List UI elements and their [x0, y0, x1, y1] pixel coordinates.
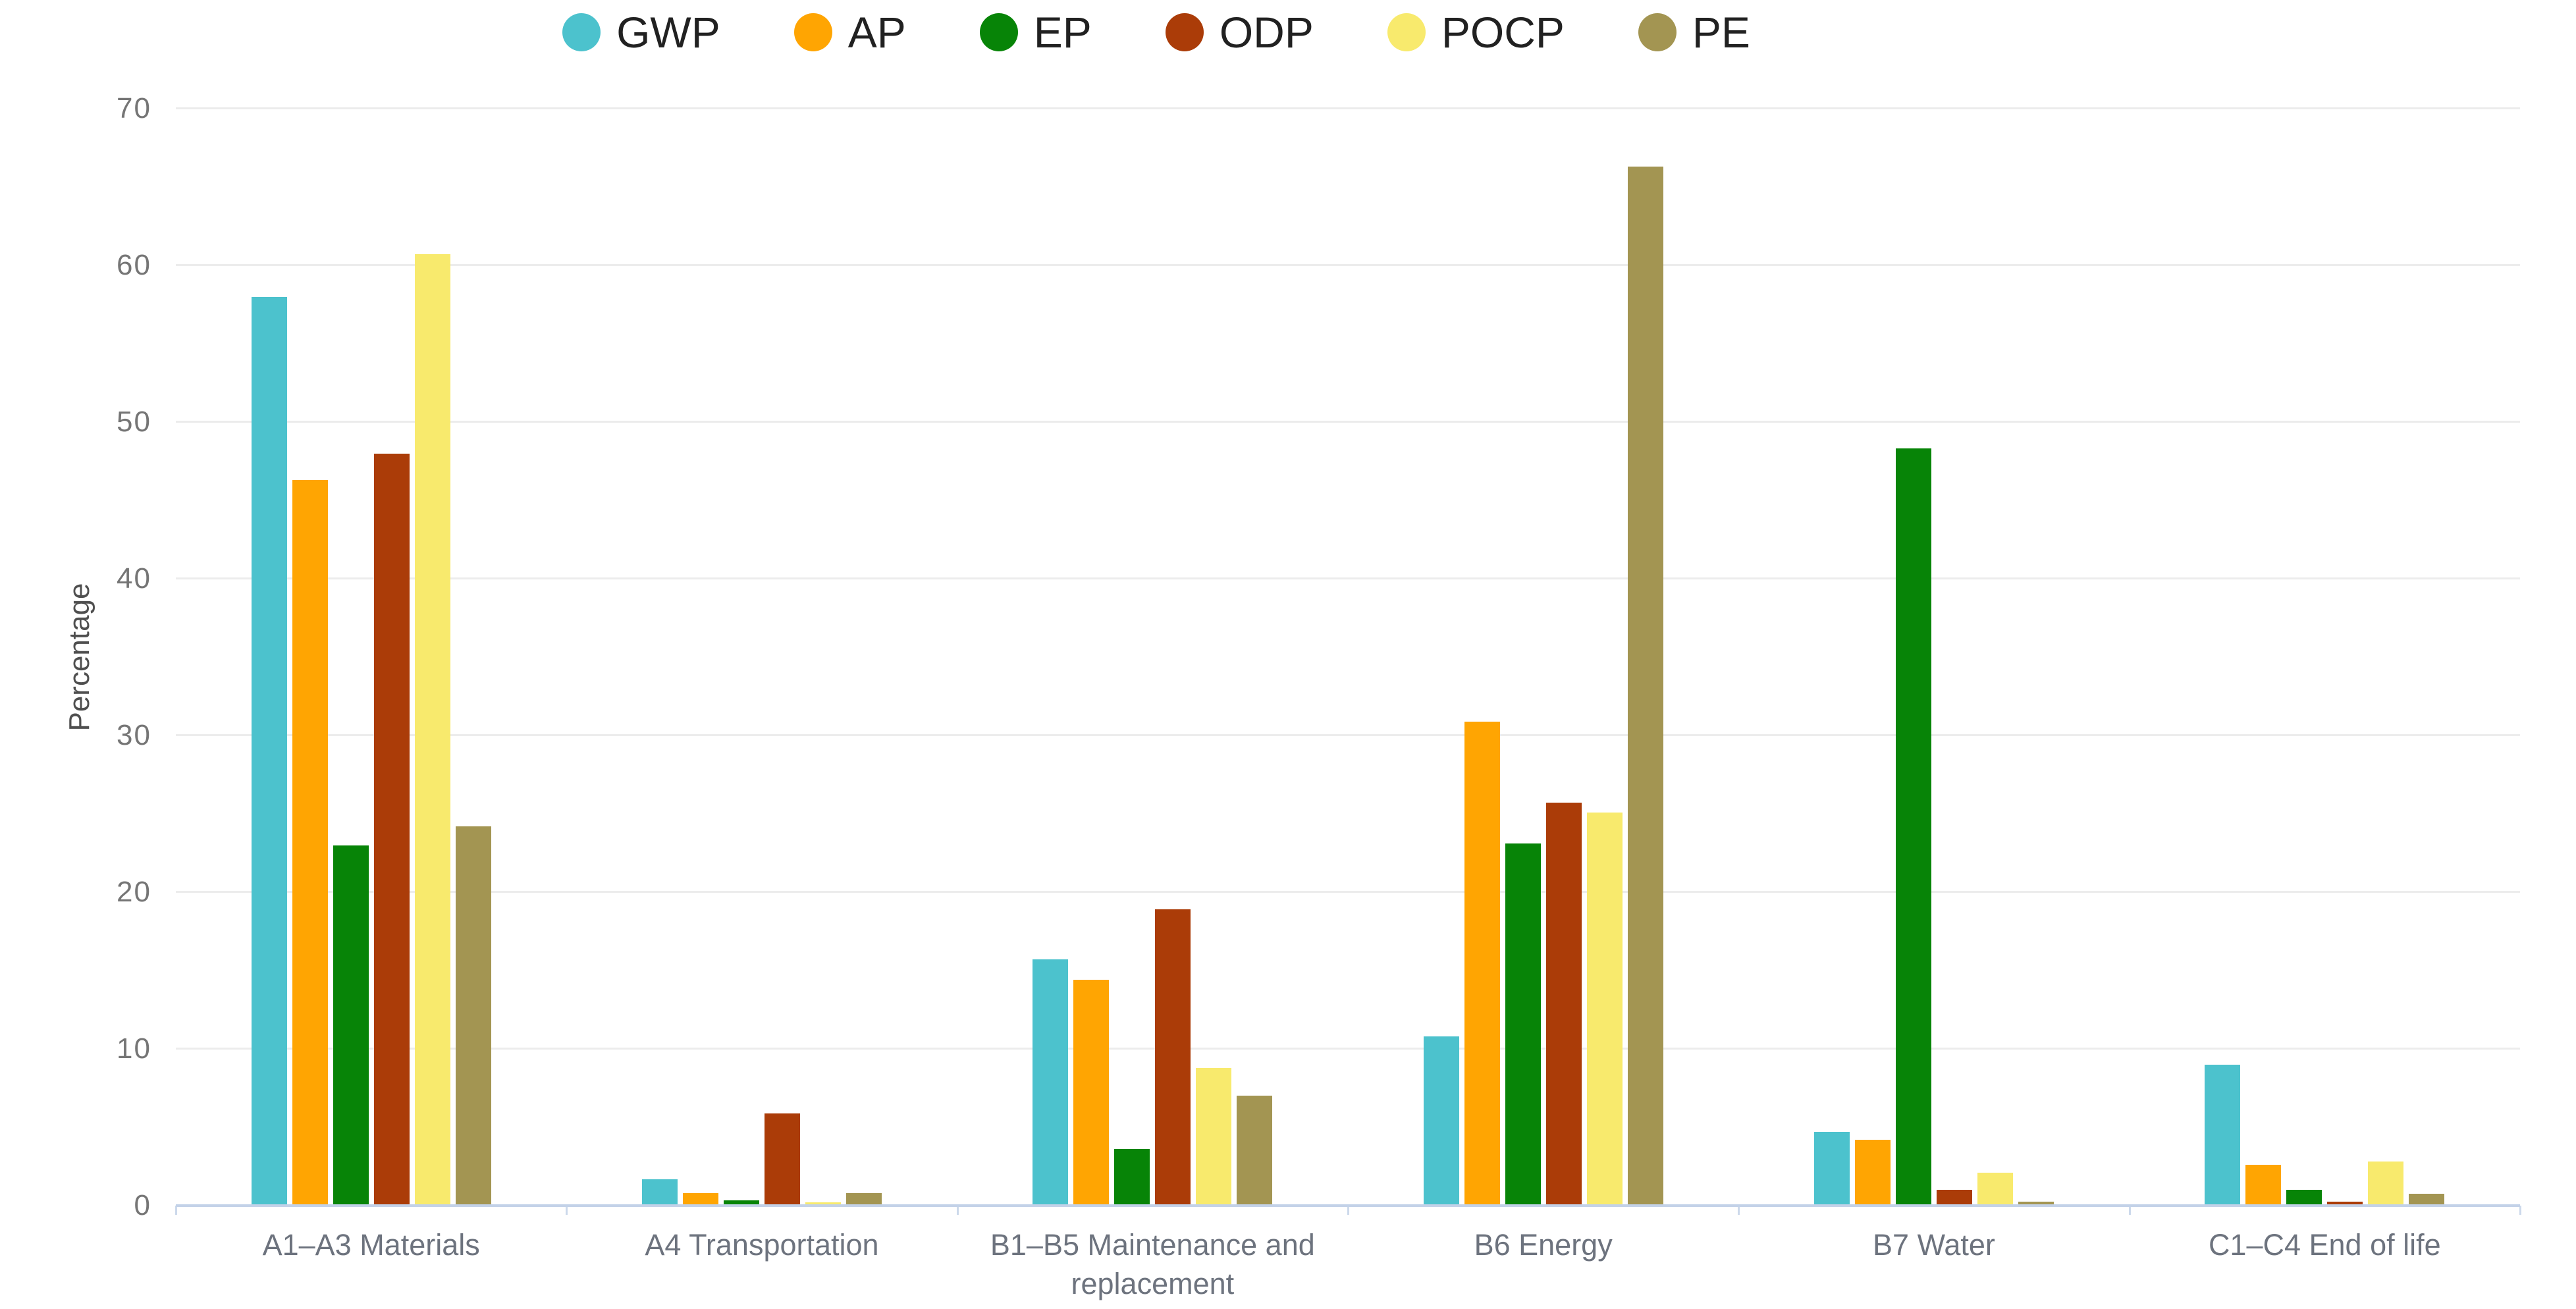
bar-ap-b1-b5-maintenance-and-replacement[interactable]	[1073, 980, 1110, 1206]
x-axis-tick	[2519, 1206, 2521, 1215]
bar-gwp-c1-c4-end-of-life[interactable]	[2205, 1064, 2241, 1206]
y-tick-label: 60	[117, 249, 151, 281]
category-label-b6-energy: B6 Energy	[1474, 1228, 1613, 1262]
y-tick-label: 40	[117, 562, 151, 595]
bar-gwp-a4-transportation[interactable]	[641, 1179, 678, 1206]
bar-pocp-a4-transportation[interactable]	[805, 1202, 841, 1206]
bar-group-b7-water	[1738, 109, 2129, 1206]
odp-swatch-icon	[1165, 13, 1204, 51]
category-label-a1-a3-materials: A1–A3 Materials	[262, 1228, 480, 1262]
category-label-c1-c4-end-of-life: C1–C4 End of life	[2208, 1228, 2441, 1262]
bar-gwp-b6-energy[interactable]	[1423, 1036, 1459, 1206]
bar-odp-a4-transportation[interactable]	[764, 1113, 800, 1206]
gridline	[176, 1048, 2520, 1050]
bar-pe-b7-water[interactable]	[2018, 1202, 2054, 1206]
bar-gwp-a1-a3-materials[interactable]	[251, 296, 287, 1206]
category-label-b1-b5-maintenance-and-replacement: B1–B5 Maintenance and replacement	[990, 1228, 1315, 1300]
bar-ep-a1-a3-materials[interactable]	[333, 845, 369, 1206]
legend-item-ep[interactable]: EP	[979, 8, 1092, 57]
bar-group-a4-transportation	[566, 109, 957, 1206]
legend-item-gwp[interactable]: GWP	[562, 11, 720, 54]
x-axis-tick	[175, 1206, 177, 1215]
gridline	[176, 577, 2520, 579]
plot-area	[175, 107, 2521, 1215]
bar-pe-b1-b5-maintenance-and-replacement[interactable]	[1237, 1096, 1273, 1206]
bar-gwp-b1-b5-maintenance-and-replacement[interactable]	[1033, 959, 1069, 1206]
gwp-swatch-icon	[562, 13, 601, 51]
y-tick-label: 70	[117, 92, 151, 124]
bar-group-b6-energy	[1348, 109, 1738, 1206]
pe-swatch-icon	[1638, 13, 1677, 51]
ap-swatch-icon	[793, 13, 832, 51]
bar-pe-c1-c4-end-of-life[interactable]	[2409, 1194, 2445, 1206]
bar-ap-a1-a3-materials[interactable]	[292, 480, 328, 1206]
x-axis-tick	[956, 1206, 959, 1215]
bar-odp-b6-energy[interactable]	[1545, 803, 1582, 1206]
gridline	[176, 264, 2520, 266]
bar-odp-a1-a3-materials[interactable]	[373, 453, 410, 1206]
legend-label: ODP	[1219, 8, 1314, 57]
gridline	[176, 421, 2520, 423]
bar-ep-b6-energy[interactable]	[1505, 843, 1541, 1206]
legend-item-odp[interactable]: ODP	[1165, 8, 1314, 57]
bar-ap-a4-transportation[interactable]	[682, 1192, 718, 1206]
bar-ep-a4-transportation[interactable]	[723, 1200, 759, 1206]
legend-label: POCP	[1441, 8, 1565, 57]
bar-odp-b7-water[interactable]	[1936, 1190, 1972, 1206]
legend-item-ap[interactable]: AP	[793, 8, 906, 57]
pocp-swatch-icon	[1387, 13, 1426, 51]
bar-group-b1-b5-maintenance-and-replacement	[957, 109, 1348, 1206]
bar-odp-c1-c4-end-of-life[interactable]	[2327, 1202, 2363, 1206]
bar-ep-b7-water[interactable]	[1895, 448, 1931, 1206]
legend-label: AP	[847, 8, 906, 57]
category-label-a4-transportation: A4 Transportation	[645, 1228, 879, 1262]
bar-ap-c1-c4-end-of-life[interactable]	[2245, 1165, 2282, 1206]
bar-ap-b6-energy[interactable]	[1464, 721, 1500, 1206]
bar-group-a1-a3-materials	[176, 109, 566, 1206]
bar-ep-b1-b5-maintenance-and-replacement[interactable]	[1114, 1149, 1150, 1206]
bar-pocp-b7-water[interactable]	[1977, 1173, 2013, 1206]
legend-label: EP	[1033, 8, 1092, 57]
x-axis-tick	[566, 1206, 568, 1215]
y-tick-label: 30	[117, 719, 151, 751]
bar-pe-b6-energy[interactable]	[1627, 167, 1663, 1206]
bar-ap-b7-water[interactable]	[1854, 1140, 1891, 1206]
y-tick-label: 20	[117, 876, 151, 908]
x-axis-tick	[1347, 1206, 1349, 1215]
gridline	[176, 734, 2520, 736]
bar-gwp-b7-water[interactable]	[1813, 1132, 1850, 1206]
bar-group-c1-c4-end-of-life	[2130, 109, 2520, 1206]
bar-pe-a1-a3-materials[interactable]	[455, 826, 491, 1206]
y-tick-label: 50	[117, 406, 151, 438]
legend-item-pe[interactable]: PE	[1638, 11, 1750, 54]
bar-pocp-c1-c4-end-of-life[interactable]	[2368, 1162, 2404, 1206]
legend-label: PE	[1692, 8, 1750, 57]
bar-pe-a4-transportation[interactable]	[845, 1192, 882, 1206]
bar-pocp-b6-energy[interactable]	[1586, 812, 1623, 1206]
ep-swatch-icon	[979, 13, 1018, 51]
legend-item-pocp[interactable]: POCP	[1387, 11, 1565, 54]
legend: GWP AP EP ODP POCP PE	[0, 11, 2444, 54]
gridline	[176, 107, 2520, 109]
bar-pocp-b1-b5-maintenance-and-replacement[interactable]	[1196, 1067, 1232, 1206]
x-axis-tick	[2128, 1206, 2131, 1215]
bar-pocp-a1-a3-materials[interactable]	[414, 254, 450, 1206]
x-axis-tick	[1738, 1206, 1740, 1215]
bar-groups	[176, 109, 2520, 1206]
gridline	[176, 891, 2520, 893]
legend-label: GWP	[616, 8, 720, 57]
x-axis-labels: A1–A3 Materials A4 Transportation B1–B5 Ma…	[176, 1226, 2520, 1303]
y-axis-ticks: 0 10 20 30 40 50 60 70	[0, 94, 151, 1220]
bar-ep-c1-c4-end-of-life[interactable]	[2286, 1190, 2322, 1206]
y-tick-label: 0	[134, 1189, 151, 1221]
category-label-b7-water: B7 Water	[1873, 1228, 1995, 1262]
bar-odp-b1-b5-maintenance-and-replacement[interactable]	[1155, 909, 1191, 1206]
y-tick-label: 10	[117, 1032, 151, 1065]
